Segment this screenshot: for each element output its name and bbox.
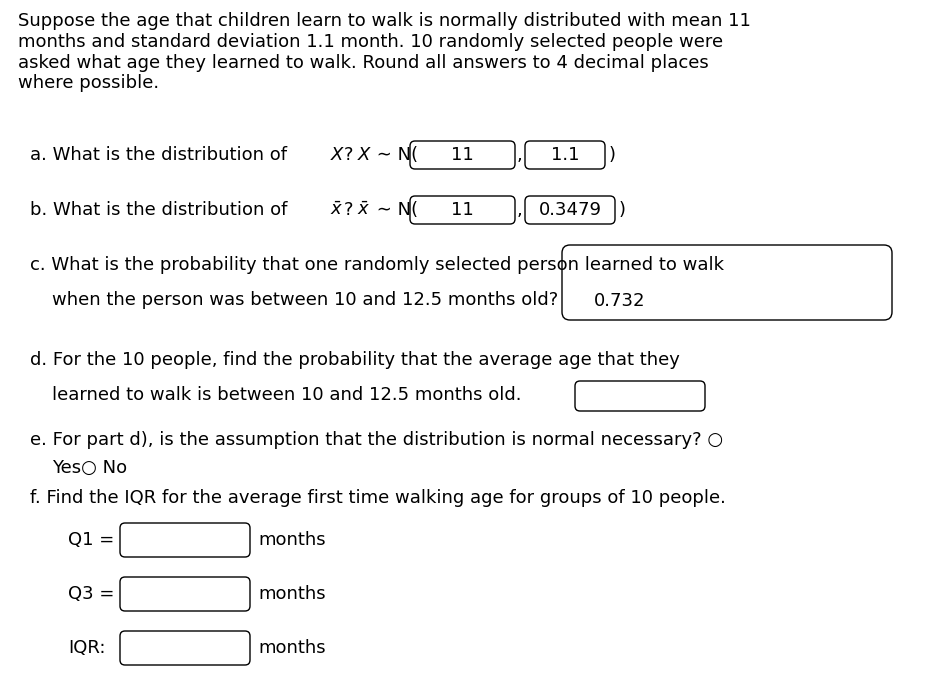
Text: learned to walk is between 10 and 12.5 months old.: learned to walk is between 10 and 12.5 m… [52,386,522,404]
Text: $X$: $X$ [330,146,345,164]
FancyBboxPatch shape [575,381,705,411]
FancyBboxPatch shape [120,577,250,611]
Text: f. Find the IQR for the average first time walking age for groups of 10 people.: f. Find the IQR for the average first ti… [30,489,726,507]
Text: b. What is the distribution of: b. What is the distribution of [30,201,293,219]
Text: 0.3479: 0.3479 [538,201,602,219]
Text: ∼ N(: ∼ N( [371,146,418,164]
Text: Suppose the age that children learn to walk is normally distributed with mean 11: Suppose the age that children learn to w… [18,12,751,93]
Text: ,: , [517,201,523,219]
Text: IQR:: IQR: [68,639,105,657]
Text: Q1 =: Q1 = [68,531,114,549]
Text: months: months [258,585,326,603]
FancyBboxPatch shape [410,196,515,224]
FancyBboxPatch shape [120,631,250,665]
Text: ?: ? [344,146,359,164]
FancyBboxPatch shape [575,286,665,316]
Text: when the person was between 10 and 12.5 months old?: when the person was between 10 and 12.5 … [52,291,558,309]
Text: ∼ N(: ∼ N( [371,201,418,219]
Text: $\bar{x}$: $\bar{x}$ [357,201,370,219]
Text: c. What is the probability that one randomly selected person learned to walk: c. What is the probability that one rand… [30,256,724,274]
Text: a. What is the distribution of: a. What is the distribution of [30,146,293,164]
Text: 11: 11 [451,201,474,219]
Text: 0.732: 0.732 [594,292,645,310]
Text: Q3 =: Q3 = [68,585,114,603]
Text: months: months [258,531,326,549]
Text: ?: ? [344,201,359,219]
Text: 1.1: 1.1 [551,146,579,164]
Text: 11: 11 [451,146,474,164]
Text: ,: , [517,146,523,164]
Text: Yes○ No: Yes○ No [52,459,127,477]
Text: ): ) [609,146,616,164]
Text: $X$: $X$ [357,146,372,164]
Text: $\bar{x}$: $\bar{x}$ [330,201,343,219]
Text: ): ) [619,201,626,219]
Text: months: months [258,639,326,657]
FancyBboxPatch shape [525,196,615,224]
Text: d. For the 10 people, find the probability that the average age that they: d. For the 10 people, find the probabili… [30,351,680,369]
FancyBboxPatch shape [525,141,605,169]
FancyBboxPatch shape [120,523,250,557]
Text: e. For part d), is the assumption that the distribution is normal necessary? ○: e. For part d), is the assumption that t… [30,431,724,449]
FancyBboxPatch shape [410,141,515,169]
FancyBboxPatch shape [562,245,892,320]
